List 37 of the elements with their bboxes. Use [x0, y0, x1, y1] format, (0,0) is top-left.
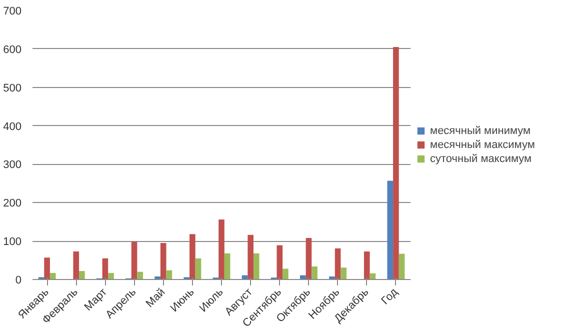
bar [248, 234, 254, 280]
y-tick-label: 300 [3, 159, 22, 172]
bar [340, 268, 347, 280]
legend-label: месячный минимум [430, 124, 531, 136]
bar [108, 272, 114, 280]
y-tick-label: 0 [15, 274, 22, 286]
bar [73, 251, 80, 280]
bar [102, 258, 108, 280]
y-tick-label: 200 [3, 198, 22, 210]
bar [393, 47, 399, 280]
bar [224, 253, 230, 280]
bar [334, 248, 341, 280]
bar [282, 268, 288, 280]
bar [44, 258, 50, 280]
bar [137, 272, 143, 280]
legend-label: суточный максимум [430, 152, 532, 164]
bar [79, 271, 85, 280]
bar [131, 242, 138, 280]
bar [276, 245, 283, 280]
bar [306, 238, 312, 280]
bar [312, 266, 318, 280]
x-tick-label: Год [379, 286, 401, 308]
bar [387, 180, 394, 280]
legend-label: месячный максимум [430, 138, 535, 150]
bar [253, 253, 260, 280]
bar [398, 254, 405, 280]
bar [195, 258, 202, 280]
bar [190, 234, 196, 280]
bar [50, 272, 56, 280]
bar [364, 251, 370, 280]
bar [218, 220, 224, 280]
y-tick-label: 500 [3, 82, 22, 94]
y-tick-label: 700 [3, 6, 22, 18]
y-tick-label: 600 [3, 44, 22, 56]
y-tick-label: 400 [3, 120, 22, 133]
y-tick-label: 100 [3, 236, 22, 248]
bar [160, 242, 166, 280]
